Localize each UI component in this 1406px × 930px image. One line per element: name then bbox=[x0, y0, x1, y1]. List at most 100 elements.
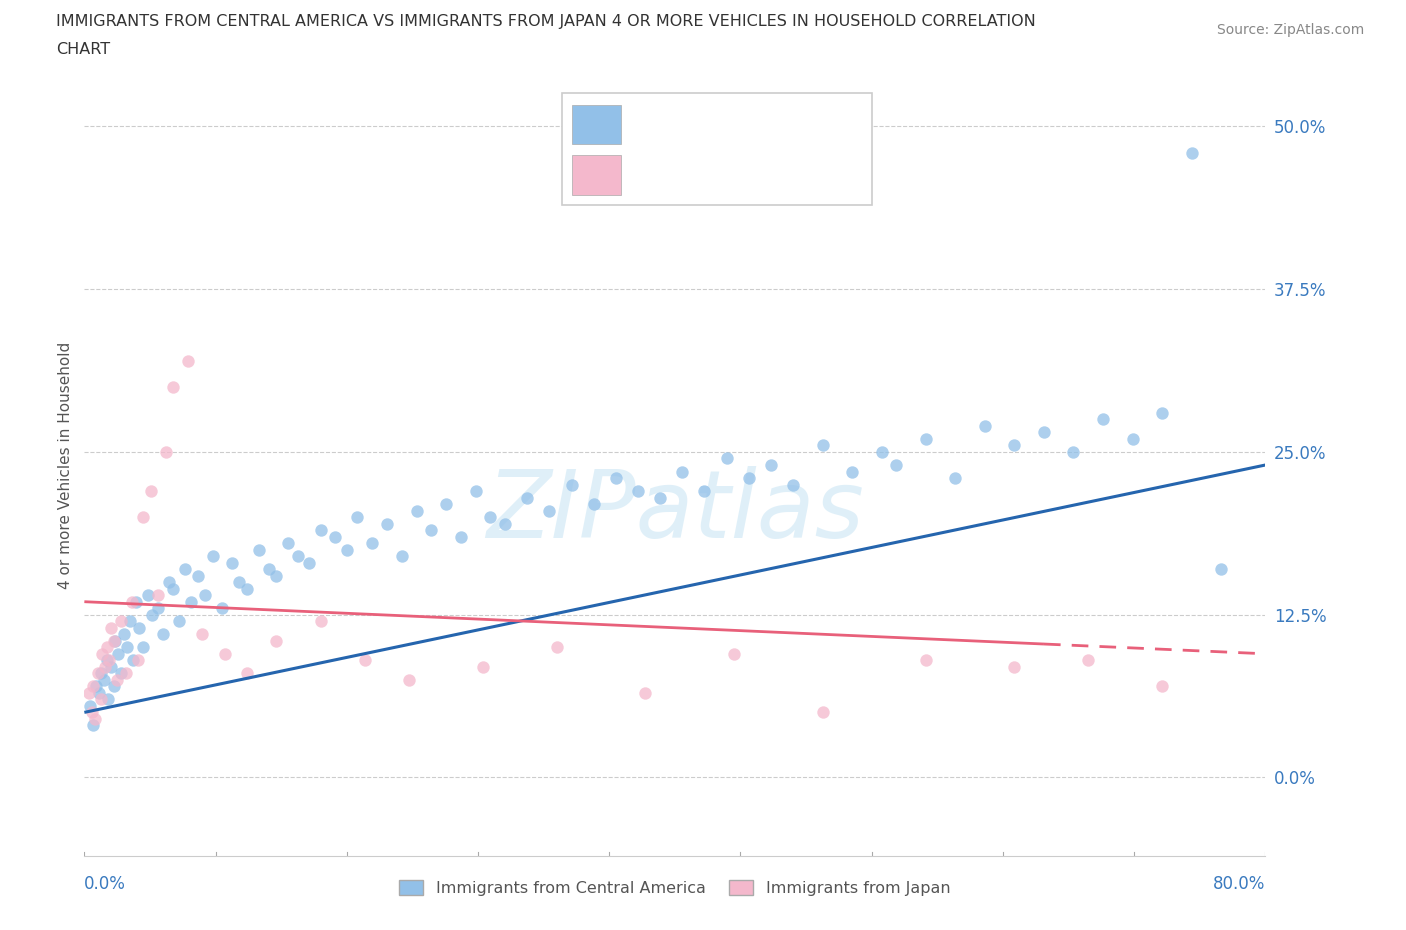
Point bbox=[605, 471, 627, 485]
Point bbox=[361, 536, 384, 551]
Point bbox=[87, 685, 111, 700]
Point bbox=[759, 458, 782, 472]
Text: R =: R = bbox=[630, 117, 658, 132]
Point bbox=[201, 549, 224, 564]
Point bbox=[309, 523, 332, 538]
Point bbox=[450, 529, 472, 544]
Point bbox=[152, 627, 174, 642]
Point bbox=[112, 627, 135, 642]
Point bbox=[211, 601, 233, 616]
Point bbox=[287, 549, 309, 564]
Point bbox=[1152, 405, 1174, 420]
Text: 0.0%: 0.0% bbox=[84, 875, 127, 893]
Point bbox=[167, 614, 190, 629]
Point bbox=[90, 666, 112, 681]
Point bbox=[173, 562, 195, 577]
Point bbox=[120, 614, 142, 629]
Point bbox=[1211, 562, 1233, 577]
Point bbox=[148, 588, 170, 603]
Point bbox=[93, 672, 115, 687]
Point bbox=[162, 581, 184, 596]
Point bbox=[100, 620, 122, 635]
Point bbox=[80, 705, 103, 720]
Point bbox=[79, 698, 101, 713]
Point bbox=[650, 490, 672, 505]
Point bbox=[1181, 145, 1204, 160]
FancyBboxPatch shape bbox=[572, 155, 621, 194]
Point bbox=[420, 523, 443, 538]
Point bbox=[1033, 425, 1056, 440]
Point bbox=[162, 379, 184, 394]
Point bbox=[693, 484, 716, 498]
Point bbox=[132, 640, 155, 655]
Point bbox=[945, 471, 967, 485]
Y-axis label: 4 or more Vehicles in Household: 4 or more Vehicles in Household bbox=[58, 341, 73, 589]
Point bbox=[915, 653, 938, 668]
Point bbox=[266, 633, 288, 648]
FancyBboxPatch shape bbox=[572, 105, 621, 144]
Point bbox=[122, 653, 145, 668]
Point bbox=[1077, 653, 1099, 668]
Point bbox=[782, 477, 804, 492]
Point bbox=[141, 607, 163, 622]
Point bbox=[128, 620, 150, 635]
Point bbox=[194, 588, 217, 603]
Point bbox=[277, 536, 299, 551]
Point bbox=[811, 705, 834, 720]
Point bbox=[110, 666, 132, 681]
Point bbox=[354, 653, 377, 668]
Point bbox=[125, 594, 148, 609]
Point bbox=[671, 464, 693, 479]
Point bbox=[375, 516, 398, 531]
Point bbox=[582, 497, 605, 512]
Text: ZIPatlas: ZIPatlas bbox=[486, 466, 863, 557]
Point bbox=[97, 692, 120, 707]
Point bbox=[105, 672, 128, 687]
FancyBboxPatch shape bbox=[562, 93, 872, 205]
Point bbox=[96, 640, 118, 655]
Point bbox=[236, 666, 259, 681]
Point bbox=[434, 497, 457, 512]
Point bbox=[325, 529, 347, 544]
Point bbox=[346, 510, 368, 525]
Point bbox=[886, 458, 908, 472]
Text: IMMIGRANTS FROM CENTRAL AMERICA VS IMMIGRANTS FROM JAPAN 4 OR MORE VEHICLES IN H: IMMIGRANTS FROM CENTRAL AMERICA VS IMMIG… bbox=[56, 14, 1036, 29]
Point bbox=[121, 594, 143, 609]
Point bbox=[82, 679, 104, 694]
Point bbox=[309, 614, 332, 629]
Point bbox=[1004, 438, 1026, 453]
Point bbox=[738, 471, 761, 485]
Text: 80.0%: 80.0% bbox=[1213, 875, 1265, 893]
Point bbox=[811, 438, 834, 453]
Point bbox=[398, 672, 420, 687]
Point bbox=[479, 510, 502, 525]
Point bbox=[298, 555, 321, 570]
Point bbox=[90, 692, 112, 707]
Point bbox=[1063, 445, 1085, 459]
Text: R = -0.045: R = -0.045 bbox=[630, 167, 713, 182]
Point bbox=[723, 646, 745, 661]
Point bbox=[915, 432, 938, 446]
Point bbox=[180, 594, 202, 609]
Point bbox=[266, 568, 288, 583]
Point bbox=[94, 659, 117, 674]
Point bbox=[538, 503, 561, 518]
Point bbox=[464, 484, 486, 498]
Point bbox=[82, 718, 104, 733]
Point bbox=[214, 646, 236, 661]
Point bbox=[247, 542, 270, 557]
Point bbox=[228, 575, 250, 590]
Point bbox=[974, 418, 997, 433]
Point bbox=[841, 464, 863, 479]
Point bbox=[257, 562, 280, 577]
Text: CHART: CHART bbox=[56, 42, 110, 57]
Point bbox=[627, 484, 650, 498]
Point bbox=[127, 653, 149, 668]
Point bbox=[191, 627, 214, 642]
Text: N =  39: N = 39 bbox=[754, 167, 813, 182]
Point bbox=[91, 646, 114, 661]
Point bbox=[100, 659, 122, 674]
Point bbox=[1092, 412, 1115, 427]
Point bbox=[561, 477, 583, 492]
Point bbox=[716, 451, 738, 466]
